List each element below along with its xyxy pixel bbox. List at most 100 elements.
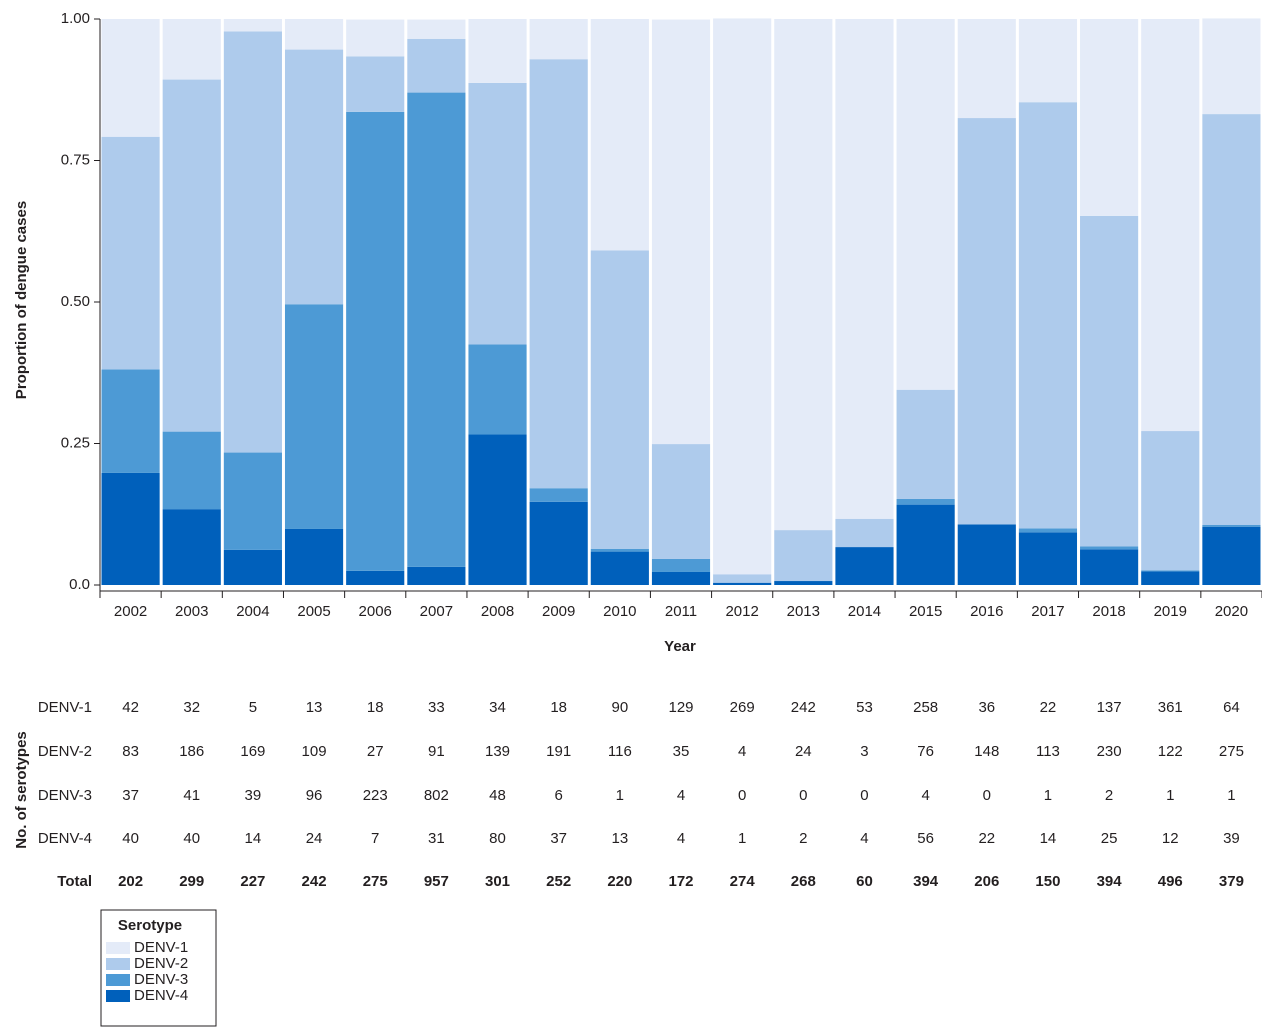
x-tick-label: 2012: [725, 603, 758, 620]
bar-segment: [1080, 19, 1139, 216]
bar-segment: [468, 82, 527, 345]
bar-segment: [835, 518, 894, 548]
table-cell: 36: [978, 699, 995, 716]
legend-label: DENV-2: [134, 955, 188, 972]
bar-segment: [1080, 215, 1139, 547]
bar-segment: [284, 49, 344, 305]
bar-segment: [590, 548, 649, 552]
bar-segment: [1141, 19, 1200, 432]
bar-segment: [407, 19, 466, 39]
legend-swatch: [106, 958, 130, 970]
bar-segment: [284, 19, 344, 50]
bar-segment: [101, 19, 160, 137]
x-tick-label: 2007: [420, 603, 453, 620]
bar-segment: [284, 304, 344, 529]
table-cell: 27: [367, 743, 384, 760]
bar-segment: [407, 92, 466, 567]
table-cell: 3: [860, 743, 868, 760]
bar-segment: [713, 574, 772, 583]
table-cell: 4: [677, 830, 685, 847]
bar-segment: [1080, 549, 1139, 585]
bar-segment: [468, 434, 527, 585]
table-cell: 275: [363, 873, 388, 890]
bar-segment: [1202, 114, 1261, 526]
table-cell: 25: [1101, 830, 1118, 847]
table-cell: 4: [860, 830, 868, 847]
bar-segment: [162, 19, 221, 80]
table-cell: 116: [608, 743, 632, 760]
table-cell: 18: [550, 699, 567, 716]
table-cell: 40: [122, 830, 139, 847]
table-cell: 90: [611, 699, 628, 716]
bar-segment: [162, 509, 221, 585]
x-axis-label: Year: [664, 638, 696, 655]
bar-segment: [346, 19, 405, 57]
bar-segment: [223, 549, 282, 585]
bar-segment: [529, 501, 588, 585]
x-tick-label: 2003: [175, 603, 208, 620]
table-cell: 137: [1097, 699, 1122, 716]
bar-segment: [346, 570, 405, 585]
table-cell: 1: [738, 830, 746, 847]
table-cell: 202: [118, 873, 143, 890]
bar-segment: [468, 344, 527, 435]
bar-segment: [590, 250, 649, 549]
table-cell: 242: [791, 699, 816, 716]
bar-segment: [101, 369, 160, 473]
bar-segment: [774, 581, 833, 585]
table-cell: 96: [306, 787, 323, 804]
bar-segment: [1141, 431, 1200, 571]
x-tick-label: 2011: [665, 603, 697, 620]
bar-segment: [1202, 525, 1261, 527]
table-row-label: DENV-1: [38, 699, 92, 716]
bar-segment: [529, 488, 588, 502]
table-cell: 14: [245, 830, 262, 847]
x-tick-label: 2004: [236, 603, 269, 620]
table-cell: 91: [428, 743, 445, 760]
table-cell: 60: [856, 873, 873, 890]
table-cell: 129: [668, 699, 693, 716]
bar-segment: [162, 431, 221, 510]
table-cell: 22: [1040, 699, 1057, 716]
table-cell: 80: [489, 830, 506, 847]
bar-segment: [407, 566, 466, 585]
table-cell: 1: [1166, 787, 1174, 804]
legend-label: DENV-1: [134, 939, 188, 956]
x-tick-label: 2002: [114, 603, 147, 620]
table-cell: 122: [1158, 743, 1183, 760]
table-cell: 206: [974, 873, 999, 890]
y-tick-label: 0.50: [61, 293, 90, 310]
table-cell: 13: [306, 699, 323, 716]
table-cell: 37: [550, 830, 567, 847]
table-cell: 109: [302, 743, 327, 760]
table-cell: 252: [546, 873, 571, 890]
bar-segment: [1202, 526, 1261, 585]
bar-segment: [284, 528, 344, 585]
x-tick-label: 2017: [1031, 603, 1064, 620]
table-cell: 14: [1040, 830, 1057, 847]
x-tick-label: 2014: [848, 603, 881, 620]
table-cell: 32: [183, 699, 200, 716]
table-cell: 34: [489, 699, 506, 716]
x-tick-label: 2015: [909, 603, 942, 620]
table-cell: 24: [306, 830, 323, 847]
table-cell: 0: [799, 787, 807, 804]
table-cell: 12: [1162, 830, 1179, 847]
table-cell: 76: [917, 743, 934, 760]
table-cell: 301: [485, 873, 510, 890]
table-cell: 242: [302, 873, 327, 890]
table-cell: 48: [489, 787, 506, 804]
table-cell: 299: [179, 873, 204, 890]
bar-segment: [223, 19, 282, 32]
bar-segment: [590, 19, 649, 251]
table-cell: 274: [730, 873, 756, 890]
table-cell: 139: [485, 743, 510, 760]
x-tick-label: 2018: [1092, 603, 1125, 620]
table-row-label: Total: [57, 873, 92, 890]
table-row-label: DENV-4: [38, 830, 92, 847]
table-cell: 53: [856, 699, 873, 716]
bar-segment: [774, 19, 833, 531]
legend-swatch: [106, 974, 130, 986]
table-cell: 496: [1158, 873, 1183, 890]
